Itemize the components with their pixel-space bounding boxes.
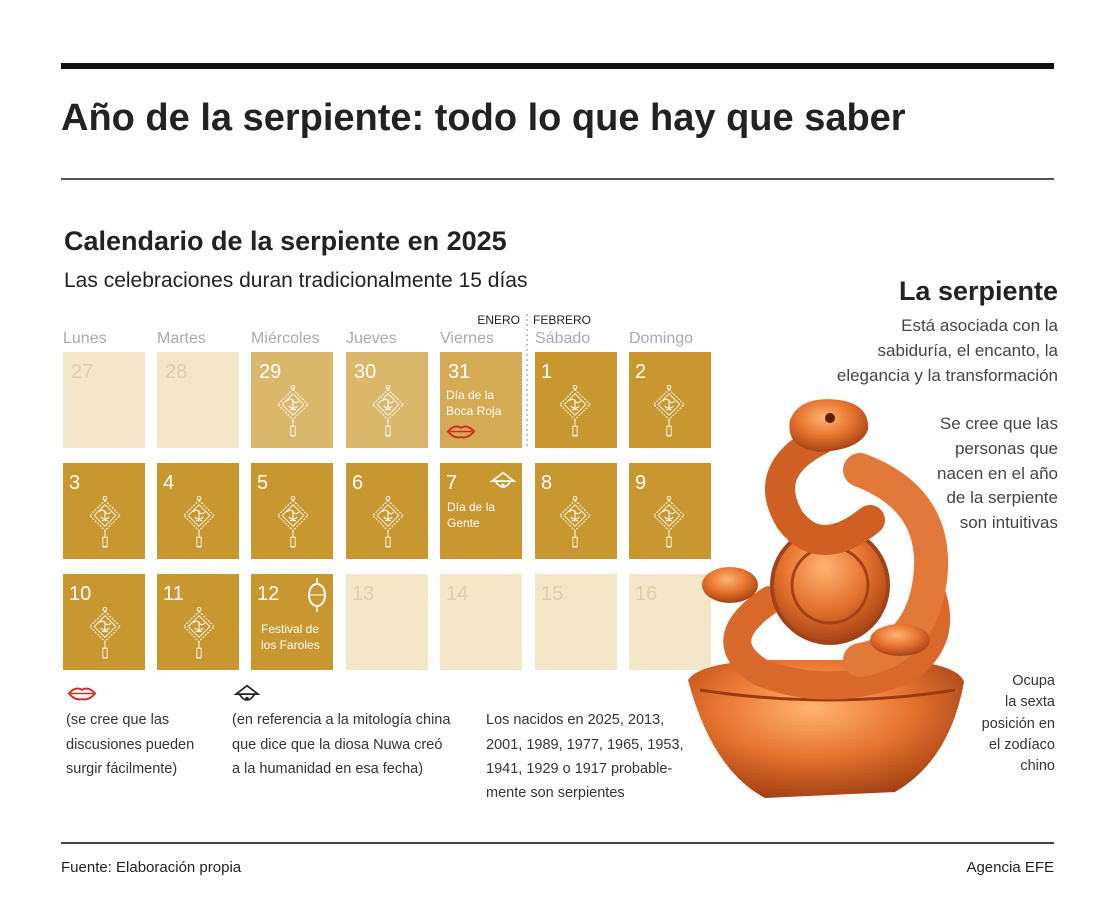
note-line: 1941, 1929 o 1917 probable- xyxy=(486,761,672,777)
calendar-subtitle: Las celebraciones duran tradicionalmente… xyxy=(64,269,527,292)
weekday: Martes xyxy=(157,330,206,347)
day-number: 11 xyxy=(163,583,184,605)
day-number: 1 xyxy=(541,361,552,383)
weekday: Jueves xyxy=(346,330,397,347)
note-line: (se cree que las xyxy=(66,712,169,728)
lips-icon xyxy=(67,687,97,701)
day-number: 10 xyxy=(69,583,91,605)
weekdays: Lunes Martes Miércoles Jueves Viernes Sá… xyxy=(63,330,693,347)
position-line: el zodíaco xyxy=(989,737,1055,753)
hat-icon xyxy=(235,684,259,701)
day-cell xyxy=(440,574,522,670)
day-number: 15 xyxy=(541,583,563,605)
day-cell xyxy=(440,463,522,559)
weekday: Domingo xyxy=(629,330,693,347)
day-number: 7 xyxy=(446,472,457,494)
day-number: 8 xyxy=(541,472,552,494)
weekday: Lunes xyxy=(63,330,107,347)
note-line: a la humanidad en esa fecha) xyxy=(232,761,423,777)
day-text: Festival de xyxy=(261,622,319,636)
day-number: 12 xyxy=(257,583,279,605)
day-number: 2 xyxy=(635,361,646,383)
day-cell xyxy=(346,574,428,670)
day-number: 6 xyxy=(352,472,363,494)
note-line: 2001, 1989, 1977, 1965, 1953, xyxy=(486,737,684,753)
weekday: Miércoles xyxy=(251,330,319,347)
source: Fuente: Elaboración propia xyxy=(61,859,242,876)
day-number: 30 xyxy=(354,361,376,383)
description-line: Se cree que las xyxy=(940,414,1058,433)
serpent-title: La serpiente xyxy=(899,276,1058,306)
month-label: FEBRERO xyxy=(533,313,591,327)
day-text: Día de la xyxy=(446,388,494,402)
day-number: 9 xyxy=(635,472,646,494)
note-line: Los nacidos en 2025, 2013, xyxy=(486,712,664,728)
day-cell xyxy=(629,352,711,448)
day-number: 14 xyxy=(446,583,468,605)
day-cell xyxy=(535,574,617,670)
notes: (se cree que las discusiones pueden surg… xyxy=(66,684,684,801)
day-cell xyxy=(629,463,711,559)
day-text: Gente xyxy=(447,516,480,530)
day-number: 13 xyxy=(352,583,374,605)
calendar-grid: 27 28 29 30 31 Día de la Boca Roja 1 2 3 4… xyxy=(63,352,711,670)
note-line: discusiones pueden xyxy=(66,737,194,753)
note-line: mente son serpientes xyxy=(486,785,625,801)
day-number: 3 xyxy=(69,472,80,494)
position-line: chino xyxy=(1020,758,1055,774)
day-number: 4 xyxy=(163,472,174,494)
description-line: elegancia y la transformación xyxy=(837,366,1058,385)
rule xyxy=(61,178,1054,180)
description-line: nacen en el año xyxy=(937,464,1058,483)
description-line: personas que xyxy=(955,439,1058,458)
day-text: Día de la xyxy=(447,500,495,514)
description-line: son intuitivas xyxy=(960,513,1058,532)
position-line: Ocupa xyxy=(1012,673,1056,689)
calendar-title: Calendario de la serpiente en 2025 xyxy=(64,226,507,256)
position-line: la sexta xyxy=(1005,694,1056,710)
day-number: 31 xyxy=(448,361,470,383)
snake-figure xyxy=(688,399,964,798)
description-line: sabiduría, el encanto, la xyxy=(877,341,1058,360)
day-number: 28 xyxy=(165,361,187,383)
day-cell xyxy=(63,352,145,448)
weekday: Viernes xyxy=(440,330,494,347)
serpent-description: Está asociada con la sabiduría, el encan… xyxy=(837,316,1059,774)
day-cell xyxy=(251,574,333,670)
day-number: 16 xyxy=(635,583,657,605)
weekday: Sábado xyxy=(535,330,590,347)
position-line: posición en xyxy=(982,716,1055,732)
day-cell xyxy=(157,352,239,448)
day-cell xyxy=(535,352,617,448)
day-text: Boca Roja xyxy=(446,404,502,418)
note-line: (en referencia a la mitología china xyxy=(232,712,451,728)
description-line: de la serpiente xyxy=(946,488,1058,507)
day-text: los Faroles xyxy=(261,638,320,652)
bottom-rule xyxy=(61,842,1054,844)
note-line: que dice que la diosa Nuwa creó xyxy=(232,737,442,753)
day-number: 5 xyxy=(257,472,268,494)
day-number: 27 xyxy=(71,361,93,383)
agency: Agencia EFE xyxy=(966,859,1054,876)
description-line: Está asociada con la xyxy=(901,316,1058,335)
day-number: 29 xyxy=(259,361,281,383)
day-cell xyxy=(535,463,617,559)
top-rule xyxy=(61,63,1054,69)
month-label: ENERO xyxy=(477,313,520,327)
note-line: surgir fácilmente) xyxy=(66,761,177,777)
page-title: Año de la serpiente: todo lo que hay que… xyxy=(61,97,906,139)
day-cell xyxy=(629,574,711,670)
lantern-icon xyxy=(308,578,326,612)
